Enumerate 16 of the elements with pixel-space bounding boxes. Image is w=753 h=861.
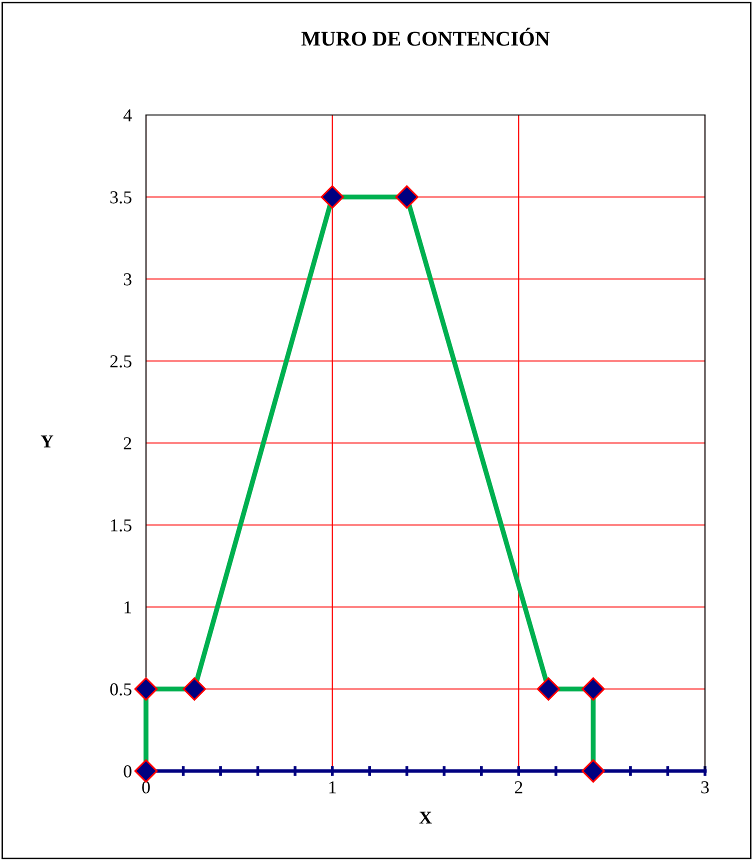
x-tick-label: 1: [329, 781, 336, 794]
y-tick-label: 0.5: [110, 683, 132, 696]
chart-title: MURO DE CONTENCIÓN: [301, 28, 550, 46]
x-axis-title: X: [419, 812, 432, 824]
y-tick-label: 3.5: [110, 191, 132, 204]
y-tick-label: 1.5: [111, 519, 132, 532]
y-tick-label: 0: [124, 765, 132, 778]
y-tick-label: 2: [124, 437, 132, 450]
x-tick-label: 2: [514, 781, 522, 794]
y-tick-label: 1: [124, 601, 132, 614]
x-tick-label: 0: [142, 781, 150, 794]
y-tick-label: 4: [123, 109, 132, 122]
y-tick-label: 2.5: [110, 355, 132, 368]
y-tick-label: 3: [124, 273, 132, 286]
y-axis-title: Y: [40, 436, 54, 448]
x-tick-label: 3: [701, 781, 709, 794]
